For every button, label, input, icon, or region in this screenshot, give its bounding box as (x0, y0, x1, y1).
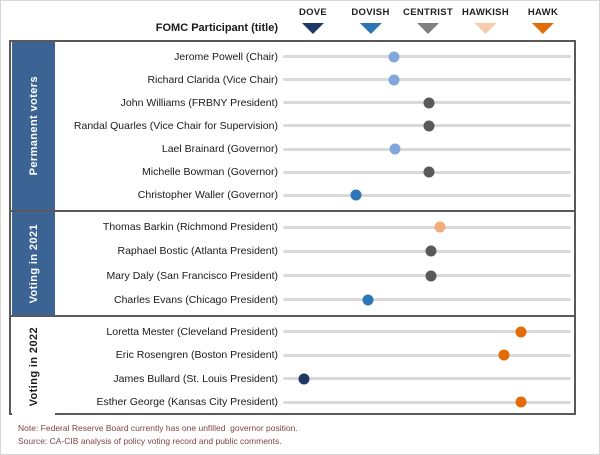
participant-row: Randal Quarles (Vice Chair for Supervisi… (55, 120, 574, 132)
participant-name: Charles Evans (Chicago President) (114, 293, 278, 306)
participant-row: Christopher Waller (Governor) (55, 189, 574, 201)
stance-track (283, 270, 571, 282)
stance-dot (423, 97, 434, 109)
note-line: Note: Federal Reserve Board currently ha… (18, 423, 298, 433)
participant-row: Lael Brainard (Governor) (55, 143, 574, 155)
category-label: DOVISH (351, 7, 390, 18)
stance-dot (515, 326, 527, 338)
participant-row: Raphael Bostic (Atlanta President) (55, 245, 574, 257)
stance-dot (425, 245, 437, 257)
participant-name: Loretta Mester (Cleveland President) (106, 325, 278, 338)
stance-dot (423, 120, 434, 132)
stance-track (283, 74, 571, 86)
participant-row: Loretta Mester (Cleveland President) (55, 326, 574, 338)
category-label: DOVE (298, 7, 328, 18)
chart-box: Permanent voters Jerome Powell (Chair) R… (9, 40, 576, 417)
participant-row: Mary Daly (San Francisco President) (55, 270, 574, 282)
footnotes: Note: Federal Reserve Board currently ha… (18, 422, 298, 448)
category-label: CENTRIST (403, 7, 453, 18)
stance-dot (389, 143, 401, 155)
stance-track (283, 143, 571, 155)
section-rows: Loretta Mester (Cleveland President) Eri… (55, 317, 574, 417)
stance-track (283, 189, 571, 201)
stance-track (283, 326, 571, 338)
axis-title: FOMC Participant (title) (155, 22, 278, 34)
category-header: DOVISH (351, 7, 389, 34)
participant-name: Richard Clarida (Vice Chair) (147, 73, 278, 86)
triangle-marker-icon (359, 23, 382, 34)
participant-row: Charles Evans (Chicago President) (55, 294, 574, 306)
stance-track (283, 120, 571, 132)
participant-name: Mary Daly (San Francisco President) (106, 269, 278, 282)
section: Permanent voters Jerome Powell (Chair) R… (11, 42, 574, 210)
stance-track (283, 51, 571, 63)
participant-name: Raphael Bostic (Atlanta President) (117, 245, 279, 258)
source-line: Source: CA-CIB analysis of policy voting… (18, 436, 282, 446)
participant-row: Michelle Bowman (Governor) (55, 166, 574, 178)
category-header: HAWKISH (462, 7, 509, 34)
section-rows: Thomas Barkin (Richmond President) Rapha… (55, 212, 574, 315)
section-rows: Jerome Powell (Chair) Richard Clarida (V… (55, 42, 574, 210)
triangle-marker-icon (417, 23, 439, 34)
section-sidebar: Voting in 2022 (12, 317, 55, 417)
participant-name: James Bullard (St. Louis President) (113, 372, 278, 385)
section: Voting in 2022 Loretta Mester (Cleveland… (11, 315, 574, 417)
stance-track (283, 349, 571, 361)
participant-name: Thomas Barkin (Richmond President) (102, 221, 278, 234)
stance-track (283, 97, 571, 109)
participant-row: Eric Rosengren (Boston President) (55, 349, 574, 361)
participant-row: Jerome Powell (Chair) (55, 51, 574, 63)
category-header: DOVE (299, 7, 327, 34)
participant-name: Jerome Powell (Chair) (174, 50, 278, 63)
participant-row: Richard Clarida (Vice Chair) (55, 74, 574, 86)
participant-name: John Williams (FRBNY President) (120, 96, 278, 109)
triangle-marker-icon (302, 23, 324, 34)
triangle-marker-icon (531, 23, 554, 34)
participant-row: John Williams (FRBNY President) (55, 97, 574, 109)
stance-track (283, 166, 571, 178)
stance-dot (388, 74, 400, 86)
stance-track (283, 396, 571, 408)
section-sidebar-label: Permanent voters (27, 76, 40, 176)
participant-name: Christopher Waller (Governor) (137, 189, 278, 202)
participant-row: Esther George (Kansas City President) (55, 396, 574, 408)
stance-dot (515, 396, 527, 408)
stance-dot (388, 51, 400, 63)
participant-name: Eric Rosengren (Boston President) (115, 349, 278, 362)
stance-track (283, 221, 571, 233)
stance-track (283, 373, 571, 385)
section: Voting in 2021 Thomas Barkin (Richmond P… (11, 210, 574, 315)
category-label: HAWKISH (462, 7, 509, 18)
section-sidebar-label: Voting in 2022 (27, 327, 40, 407)
stance-track (283, 245, 571, 257)
stance-dot (350, 189, 362, 201)
stance-dot (498, 349, 510, 361)
category-header: HAWK (528, 7, 558, 34)
stance-dot (434, 221, 446, 233)
section-sidebar: Voting in 2021 (12, 212, 55, 315)
participant-row: James Bullard (St. Louis President) (55, 373, 574, 385)
stance-dot (298, 373, 310, 385)
stance-dot (362, 294, 374, 306)
participant-row: Thomas Barkin (Richmond President) (55, 221, 574, 233)
category-header: CENTRIST (403, 7, 453, 34)
section-sidebar: Permanent voters (12, 42, 55, 210)
participant-name: Lael Brainard (Governor) (161, 143, 278, 156)
participant-name: Michelle Bowman (Governor) (142, 166, 278, 179)
stance-dot (425, 270, 437, 282)
triangle-marker-icon (474, 23, 497, 34)
stance-dot (423, 166, 434, 178)
participant-name: Randal Quarles (Vice Chair for Supervisi… (73, 119, 278, 132)
section-sidebar-label: Voting in 2021 (27, 223, 40, 304)
participant-name: Esther George (Kansas City President) (96, 396, 279, 409)
stance-track (283, 294, 571, 306)
category-label: HAWK (527, 7, 559, 18)
